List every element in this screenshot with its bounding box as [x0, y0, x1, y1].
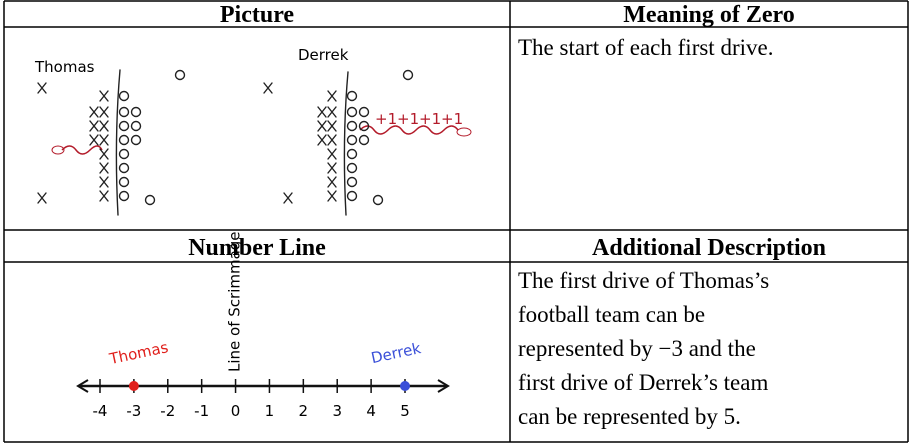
player-o	[130, 106, 142, 118]
annotation: Line of Scrimmage	[226, 231, 244, 372]
player-x	[283, 192, 293, 204]
player-o	[144, 194, 156, 206]
cell-text: represented by −3 and the	[518, 336, 756, 361]
player-x	[327, 106, 337, 118]
cell-text: first drive of Derrek’s team	[518, 370, 768, 395]
cell-text: The start of each first drive.	[518, 35, 773, 60]
player-x	[317, 120, 327, 132]
tick-label: -1	[194, 402, 209, 420]
player-x	[99, 176, 109, 188]
drive-path	[61, 145, 103, 155]
player-x	[99, 148, 109, 160]
header: Number Line	[188, 235, 326, 261]
player-o	[118, 90, 130, 102]
player-x	[99, 162, 109, 174]
player-o	[346, 90, 358, 102]
cell-text: can be represented by 5.	[518, 404, 741, 429]
point	[400, 381, 410, 391]
player-x	[317, 106, 327, 118]
header: Meaning of Zero	[623, 2, 795, 28]
player-x	[327, 148, 337, 160]
player-o	[346, 148, 358, 160]
player-o	[174, 69, 186, 81]
player-x	[327, 134, 337, 146]
player-o	[118, 148, 130, 160]
tick-label: -2	[160, 402, 175, 420]
football	[51, 145, 65, 155]
player-x	[327, 90, 337, 102]
path-mark: +1	[419, 110, 441, 128]
tick-label: 3	[332, 402, 342, 420]
player-o	[346, 162, 358, 174]
path-mark: +1	[375, 110, 397, 128]
tick-label: 5	[400, 402, 410, 420]
tick-label: 0	[231, 402, 241, 420]
point-label: Thomas	[107, 338, 170, 368]
player-o	[130, 120, 142, 132]
description: The first drive of Thomas’s football team…	[518, 268, 769, 429]
player-o	[118, 106, 130, 118]
player-x	[99, 90, 109, 102]
scrimmage-line	[115, 69, 121, 216]
player-o	[130, 134, 142, 146]
header: Additional Description	[592, 235, 826, 261]
tick-label: -3	[126, 402, 141, 420]
header: Picture	[220, 2, 295, 28]
player-x	[99, 106, 109, 118]
tick-label: -4	[93, 402, 108, 420]
player-x	[89, 134, 99, 146]
player-o	[118, 176, 130, 188]
tick-label: 2	[299, 402, 309, 420]
player-x	[327, 176, 337, 188]
player-o	[346, 120, 358, 132]
player-x	[327, 190, 337, 202]
picture: Thomas Derrek +1 +1 +1 +1	[34, 46, 472, 216]
table-grid	[3, 0, 909, 443]
point-label: Derrek	[369, 339, 422, 367]
cell-text: The first drive of Thomas’s	[518, 268, 769, 293]
player-o	[118, 120, 130, 132]
team-name: Thomas	[34, 58, 95, 76]
tick-label: 4	[366, 402, 376, 420]
path-mark: +1	[397, 110, 419, 128]
player-x	[99, 120, 109, 132]
player-o	[118, 190, 130, 202]
player-x	[37, 192, 47, 204]
player-o	[346, 106, 358, 118]
player-x	[89, 120, 99, 132]
player-x	[99, 134, 109, 146]
player-o	[358, 120, 370, 132]
player-o	[358, 106, 370, 118]
path-mark: +1	[441, 110, 463, 128]
cell-text: football team can be	[518, 302, 705, 327]
player-x	[89, 106, 99, 118]
player-x	[263, 82, 273, 94]
player-x	[99, 190, 109, 202]
player-o	[358, 134, 370, 146]
player-x	[317, 134, 327, 146]
player-o	[118, 134, 130, 146]
player-o	[346, 176, 358, 188]
player-x	[327, 162, 337, 174]
player-o	[118, 162, 130, 174]
point	[128, 381, 139, 391]
scrimmage-line	[343, 71, 349, 216]
player-o	[346, 134, 358, 146]
team-name: Derrek	[298, 46, 349, 64]
tick-label: 1	[265, 402, 275, 420]
player-o	[402, 69, 414, 81]
football	[456, 127, 472, 137]
player-x	[37, 82, 47, 94]
drive-path	[359, 125, 459, 135]
player-o	[372, 194, 384, 206]
player-o	[346, 190, 358, 202]
player-x	[327, 120, 337, 132]
arrows	[76, 379, 450, 393]
